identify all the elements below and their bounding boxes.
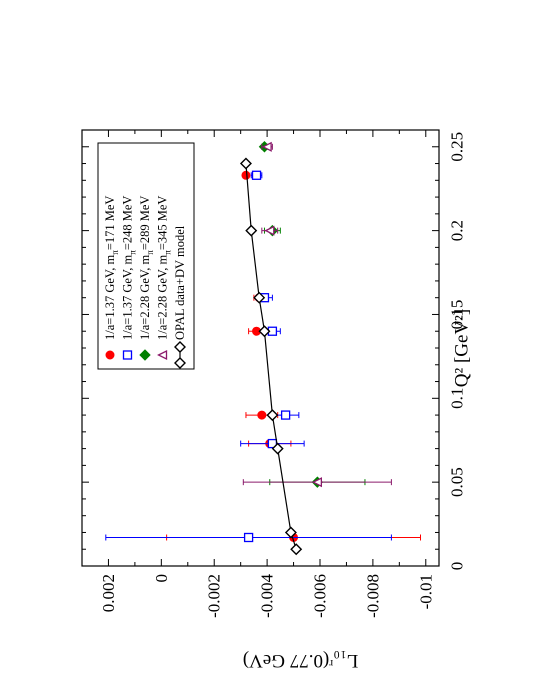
series-3 <box>242 141 392 488</box>
y-axis-title: L₁₀ʳ(0.77 GeV) <box>243 650 359 671</box>
data-point <box>266 409 279 422</box>
y-tick-label: 0.002 <box>99 574 118 612</box>
data-point <box>253 291 266 304</box>
legend-marker <box>122 350 133 360</box>
x-axis-title: Q² [GeV²] <box>452 309 473 387</box>
y-tick-label: 0 <box>152 574 171 583</box>
data-point <box>280 410 291 420</box>
series-0 <box>166 170 421 542</box>
axes <box>81 129 440 567</box>
y-tick-label: -0.006 <box>311 574 330 618</box>
plot-area <box>105 141 421 556</box>
y-tick-label: -0.008 <box>363 574 382 618</box>
legend-label: 1/a=2.28 GeV, mπ=345 MeV <box>156 196 173 340</box>
series-4 <box>239 157 303 556</box>
data-point <box>290 543 303 556</box>
legend-marker <box>105 350 115 360</box>
data-point <box>239 157 252 170</box>
tick-labels: 0 0.05 0.1 0.15 0.2 0.25 0.002 0 -0.002 -0.004 -0.… <box>99 132 467 618</box>
x-tick-label: 0 <box>448 562 467 571</box>
x-tick-label: 0.15 <box>448 300 467 330</box>
y-tick-label: -0.004 <box>258 574 277 618</box>
data-point <box>311 477 323 488</box>
x-tick-label: 0.05 <box>448 467 467 497</box>
data-point <box>271 442 284 455</box>
data-point <box>284 526 297 539</box>
y-tick-label: -0.002 <box>205 574 224 618</box>
x-tick-label: 0.25 <box>448 132 467 162</box>
x-tick-label: 0.1 <box>448 388 467 409</box>
legend-marker <box>174 357 186 369</box>
legend-marker <box>174 341 186 353</box>
data-point <box>243 532 254 543</box>
data-point <box>241 170 251 180</box>
legend-label: 1/a=1.37 GeV, mπ=171 MeV <box>103 196 120 340</box>
legend-box <box>97 142 195 370</box>
data-point <box>257 410 267 420</box>
data-point <box>258 325 271 338</box>
data-point <box>245 224 258 237</box>
data-point <box>251 170 262 180</box>
data-point <box>264 225 275 236</box>
series-1 <box>105 170 392 543</box>
data-point <box>261 141 272 152</box>
legend-label: 1/a=2.28 GeV, mπ=289 MeV <box>138 196 155 340</box>
x-tick-label: 0.2 <box>448 220 467 241</box>
legend-marker <box>157 349 168 361</box>
opal-line <box>245 163 297 550</box>
legend-label: OPAL data+DV model <box>173 225 187 340</box>
legend-label: 1/a=1.37 GeV, mπ=248 MeV <box>121 196 138 340</box>
y-tick-label: -0.01 <box>416 574 435 609</box>
legend-marker <box>139 349 151 361</box>
